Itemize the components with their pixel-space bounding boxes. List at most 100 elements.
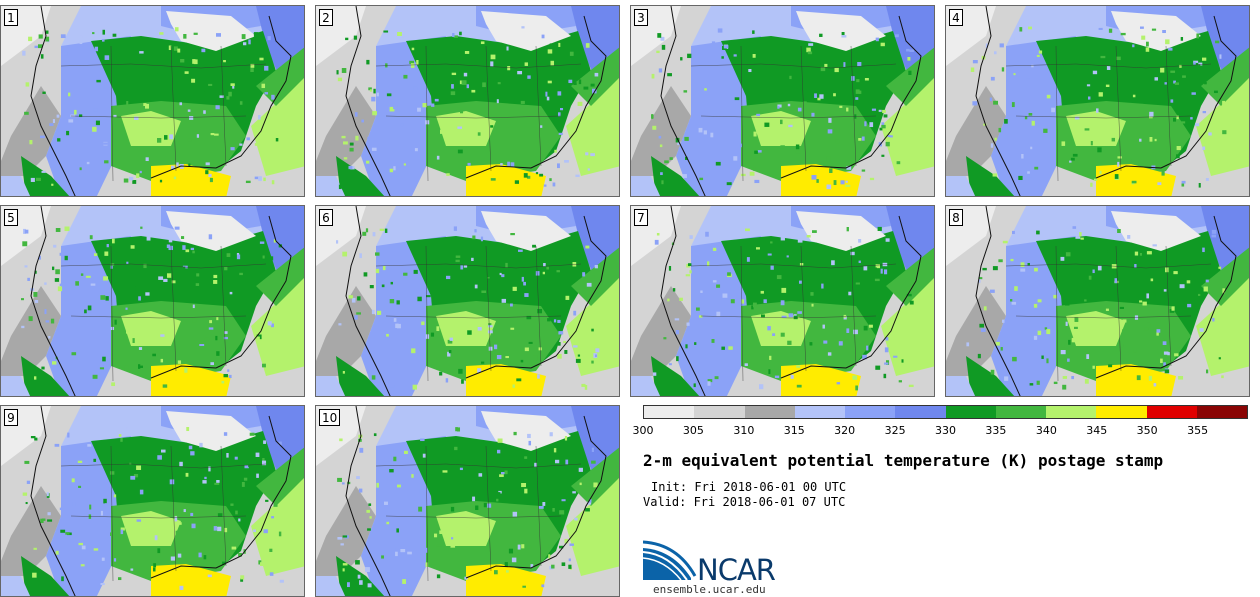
field-speckle (471, 89, 476, 93)
field-speckle (161, 449, 166, 453)
field-speckle (1036, 230, 1040, 235)
field-speckle (1026, 385, 1031, 388)
state-border (60, 463, 267, 469)
field-speckle (1028, 113, 1033, 116)
field-speckle (748, 69, 752, 73)
field-speckle (592, 508, 596, 511)
field-speckle (34, 45, 40, 49)
field-speckle (482, 82, 486, 88)
field-speckle (821, 283, 824, 289)
field-speckle (1099, 170, 1102, 175)
field-speckle (716, 284, 721, 288)
field-speckle (990, 369, 995, 375)
ncar-logo-text: NCAR (697, 553, 776, 587)
field-speckle (1161, 171, 1165, 176)
region-great-lakes (166, 211, 256, 251)
field-speckle (48, 336, 51, 339)
field-speckle (68, 92, 71, 97)
field-speckle (564, 350, 568, 354)
field-speckle (223, 432, 228, 436)
field-speckle (1080, 237, 1084, 240)
region-pacific-southwest (316, 576, 346, 596)
field-speckle (213, 299, 219, 302)
field-speckle (55, 269, 60, 275)
field-speckle (512, 384, 515, 388)
field-speckle (353, 35, 358, 40)
field-speckle (27, 277, 30, 281)
field-speckle (439, 371, 443, 376)
field-speckle (540, 125, 543, 128)
field-speckle (1141, 35, 1146, 40)
field-speckle (824, 63, 828, 67)
field-speckle (474, 284, 478, 289)
field-speckle (1014, 286, 1018, 291)
coastline (660, 6, 706, 196)
field-speckle (77, 175, 82, 179)
field-speckle (885, 337, 889, 341)
field-speckle (195, 283, 200, 286)
field-speckle (781, 287, 787, 293)
field-speckle (49, 123, 54, 127)
ncar-logo-icon (643, 540, 697, 581)
field-speckle (581, 383, 586, 387)
field-speckle (770, 241, 773, 244)
field-speckle (134, 116, 139, 120)
field-speckle (400, 34, 405, 38)
field-speckle (555, 459, 560, 464)
field-speckle (53, 244, 57, 248)
field-speckle (153, 563, 157, 568)
field-speckle (496, 492, 501, 495)
field-speckle (1195, 123, 1200, 127)
colorbar-segment (1096, 406, 1147, 418)
field-speckle (1004, 119, 1008, 124)
region-gulf-of-california (966, 356, 1015, 396)
field-speckle (46, 492, 49, 497)
field-speckle (179, 516, 184, 521)
coastline (465, 415, 607, 579)
field-speckle (217, 526, 222, 532)
field-speckle (185, 249, 190, 253)
map-panel-svg (631, 6, 934, 196)
field-speckle (235, 510, 238, 515)
field-speckle (420, 438, 425, 442)
field-speckle (400, 123, 404, 127)
field-speckle (179, 585, 184, 590)
field-speckle (1116, 149, 1119, 155)
field-speckle (460, 42, 465, 48)
field-speckle (908, 384, 914, 388)
state-border (170, 45, 177, 172)
field-speckle (52, 119, 56, 123)
field-speckle (102, 356, 106, 362)
region-desert-southwest (1, 86, 61, 176)
field-speckle (767, 253, 772, 256)
field-speckle (1053, 381, 1058, 385)
field-speckle (752, 54, 756, 58)
colorbar-tick-label: 335 (985, 424, 1007, 437)
field-speckle (1222, 100, 1226, 106)
field-speckle (520, 359, 524, 363)
field-speckle (841, 58, 845, 63)
state-border (110, 445, 114, 582)
field-speckle (337, 477, 342, 482)
field-speckle (143, 103, 147, 106)
field-speckle (881, 122, 885, 126)
region-gulf-of-mexico (1096, 164, 1176, 196)
map-panel-svg (1, 406, 304, 596)
field-speckle (126, 427, 129, 430)
field-speckle (819, 94, 824, 99)
field-speckle (236, 253, 240, 256)
field-speckle (1062, 376, 1068, 379)
field-speckle (460, 324, 464, 330)
field-speckle (1152, 244, 1157, 247)
field-speckle (139, 489, 144, 495)
field-speckle (789, 75, 792, 80)
field-speckle (396, 300, 400, 305)
field-speckle (269, 256, 274, 261)
field-speckle (176, 162, 179, 167)
field-speckle (595, 354, 598, 358)
field-speckle (753, 166, 756, 171)
field-speckle (1219, 54, 1222, 59)
state-border (1015, 115, 1192, 119)
map-panel-svg (631, 206, 934, 396)
field-speckle (685, 156, 688, 160)
